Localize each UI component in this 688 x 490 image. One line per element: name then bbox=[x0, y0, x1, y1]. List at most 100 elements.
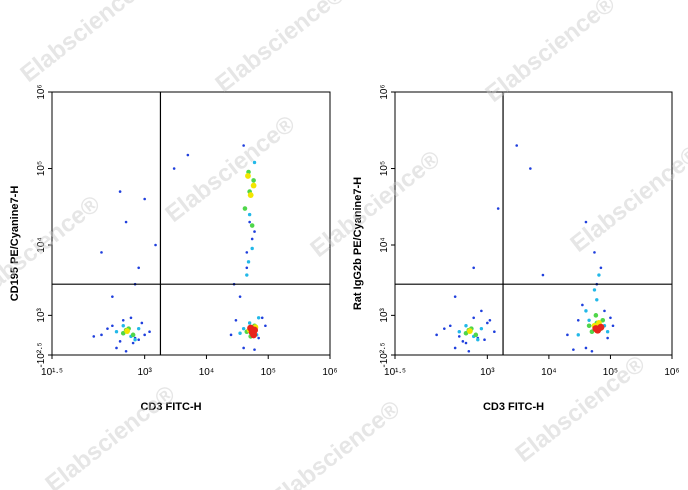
event-dot bbox=[245, 251, 249, 254]
event-dot bbox=[260, 316, 264, 320]
event-dot bbox=[466, 328, 473, 334]
event-dot bbox=[461, 340, 465, 343]
y-tick-label: 10⁴ bbox=[36, 237, 47, 252]
event-dot bbox=[593, 251, 596, 254]
event-dot bbox=[264, 324, 267, 328]
event-dot bbox=[592, 325, 600, 333]
event-dot bbox=[479, 326, 484, 331]
event-dot bbox=[515, 144, 519, 147]
event-dot bbox=[467, 349, 471, 353]
event-dot bbox=[124, 349, 128, 353]
event-dot bbox=[593, 313, 599, 318]
event-dot bbox=[473, 332, 479, 338]
x-tick-label: 10⁶ bbox=[322, 367, 337, 378]
x-tick-label: 10⁵ bbox=[261, 367, 276, 378]
event-dot bbox=[247, 212, 252, 217]
event-dot bbox=[124, 328, 131, 334]
event-dot bbox=[250, 331, 258, 339]
event-dot bbox=[253, 348, 256, 351]
event-dot bbox=[241, 326, 246, 331]
event-dot bbox=[251, 178, 256, 183]
event-dot bbox=[590, 349, 594, 353]
event-dot bbox=[566, 333, 569, 337]
event-dot bbox=[100, 333, 103, 337]
event-dot bbox=[600, 318, 606, 323]
x-tick-label: 10¹·⁵ bbox=[41, 367, 63, 378]
event-dot bbox=[238, 331, 242, 335]
event-dot bbox=[111, 295, 114, 298]
event-dot bbox=[92, 335, 96, 338]
event-dot bbox=[464, 341, 468, 345]
event-dot bbox=[186, 153, 190, 157]
event-dot bbox=[118, 340, 122, 343]
event-dot bbox=[584, 309, 588, 313]
y-axis-label: CD195 PE/Cyanine7-H bbox=[9, 186, 21, 302]
event-dot bbox=[121, 319, 125, 322]
event-dot bbox=[252, 160, 257, 165]
event-dot bbox=[584, 220, 588, 224]
y-tick-label: -10²·⁵ bbox=[36, 342, 47, 367]
event-dot bbox=[541, 273, 545, 277]
event-dot bbox=[247, 324, 255, 332]
event-dot bbox=[457, 335, 461, 338]
event-dot bbox=[606, 336, 609, 340]
event-dot bbox=[435, 333, 438, 337]
x-tick-label: 10⁴ bbox=[541, 367, 556, 378]
event-dot bbox=[472, 316, 475, 320]
event-dot bbox=[137, 266, 140, 270]
event-dot bbox=[246, 260, 251, 264]
event-dot bbox=[587, 318, 591, 323]
event-dot bbox=[453, 295, 457, 298]
x-tick-label: 10³ bbox=[137, 367, 152, 378]
event-dot bbox=[529, 167, 532, 170]
event-dot bbox=[247, 192, 254, 198]
y-tick-label: -10²·⁵ bbox=[379, 342, 390, 367]
event-dot bbox=[245, 173, 251, 179]
plot-frame bbox=[51, 91, 331, 356]
y-tick-label: 10⁴ bbox=[379, 237, 390, 252]
x-tick-label: 10¹·⁵ bbox=[384, 367, 406, 378]
event-dot bbox=[609, 316, 612, 320]
event-dot bbox=[480, 309, 483, 313]
event-dot bbox=[245, 266, 249, 270]
event-dot bbox=[463, 330, 469, 336]
x-tick-label: 10⁵ bbox=[603, 367, 618, 378]
event-dot bbox=[238, 295, 242, 298]
event-dot bbox=[130, 332, 136, 338]
event-dot bbox=[229, 333, 233, 337]
event-dot bbox=[592, 288, 597, 292]
event-dot bbox=[586, 323, 592, 329]
event-dot bbox=[140, 321, 144, 325]
y-tick-label: 10³ bbox=[379, 307, 390, 322]
event-dot bbox=[248, 220, 251, 224]
event-dot bbox=[124, 220, 128, 224]
event-dot bbox=[576, 333, 580, 337]
event-dot bbox=[100, 251, 103, 254]
event-dot bbox=[143, 333, 146, 337]
event-dot bbox=[488, 319, 492, 322]
event-dot bbox=[576, 319, 580, 322]
event-dot bbox=[136, 326, 141, 331]
event-dot bbox=[476, 337, 480, 342]
x-tick-label: 10³ bbox=[480, 367, 495, 378]
x-tick-label: 10⁶ bbox=[664, 367, 679, 378]
event-dot bbox=[457, 329, 461, 334]
event-dot bbox=[584, 346, 588, 350]
event-dot bbox=[143, 197, 146, 201]
y-axis-label: Rat IgG2b PE/Cyanine7-H bbox=[352, 177, 364, 310]
event-dot bbox=[256, 316, 261, 320]
x-axis-label: CD3 FITC-H bbox=[483, 401, 544, 413]
y-tick-label: 10³ bbox=[36, 307, 47, 322]
event-dot bbox=[483, 338, 486, 341]
y-tick-label: 10⁵ bbox=[379, 161, 390, 176]
event-dot bbox=[154, 243, 157, 247]
event-dot bbox=[242, 144, 245, 147]
event-dot bbox=[250, 246, 254, 251]
event-dot bbox=[599, 266, 603, 270]
x-tick-label: 10⁴ bbox=[199, 367, 214, 378]
event-dot bbox=[106, 327, 109, 330]
event-dot bbox=[111, 324, 114, 328]
event-dot bbox=[234, 319, 238, 322]
event-dot bbox=[257, 336, 260, 340]
